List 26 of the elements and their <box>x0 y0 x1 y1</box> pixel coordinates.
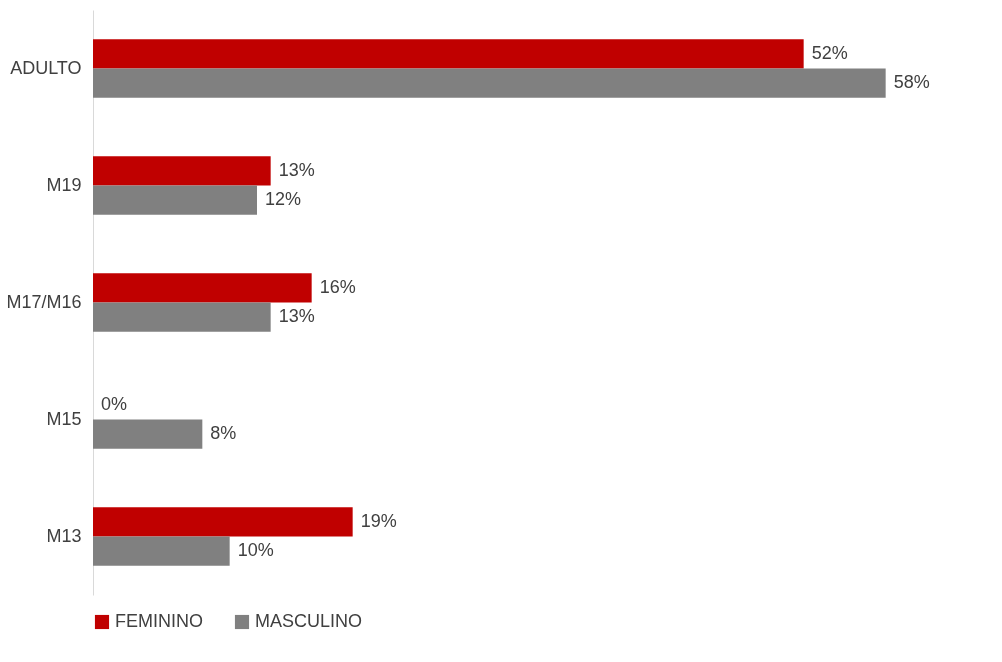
legend-label: MASCULINO <box>255 611 363 631</box>
data-label: 13% <box>278 159 315 180</box>
y-tick-label: M13 <box>46 525 82 546</box>
bar <box>93 39 804 69</box>
bar <box>93 536 230 566</box>
y-tick-label: M17/M16 <box>6 291 82 312</box>
data-label: 52% <box>811 42 848 63</box>
data-label: 0% <box>101 393 128 414</box>
y-tick-label: M15 <box>46 408 82 429</box>
bar <box>93 68 886 98</box>
bar <box>93 507 353 537</box>
data-label: 10% <box>237 540 274 561</box>
bar <box>93 302 271 332</box>
y-tick-label: M19 <box>46 174 82 195</box>
legend-label: FEMININO <box>115 611 203 631</box>
data-label: 19% <box>360 510 397 531</box>
y-tick-label: ADULTO <box>10 57 82 78</box>
data-label: 13% <box>278 306 315 327</box>
bar <box>93 185 257 215</box>
data-label: 16% <box>319 276 356 297</box>
bar <box>93 273 312 303</box>
data-label: 58% <box>893 72 930 93</box>
bar <box>93 419 203 449</box>
bar <box>93 156 271 186</box>
data-label: 8% <box>210 423 237 444</box>
data-label: 12% <box>265 189 302 210</box>
